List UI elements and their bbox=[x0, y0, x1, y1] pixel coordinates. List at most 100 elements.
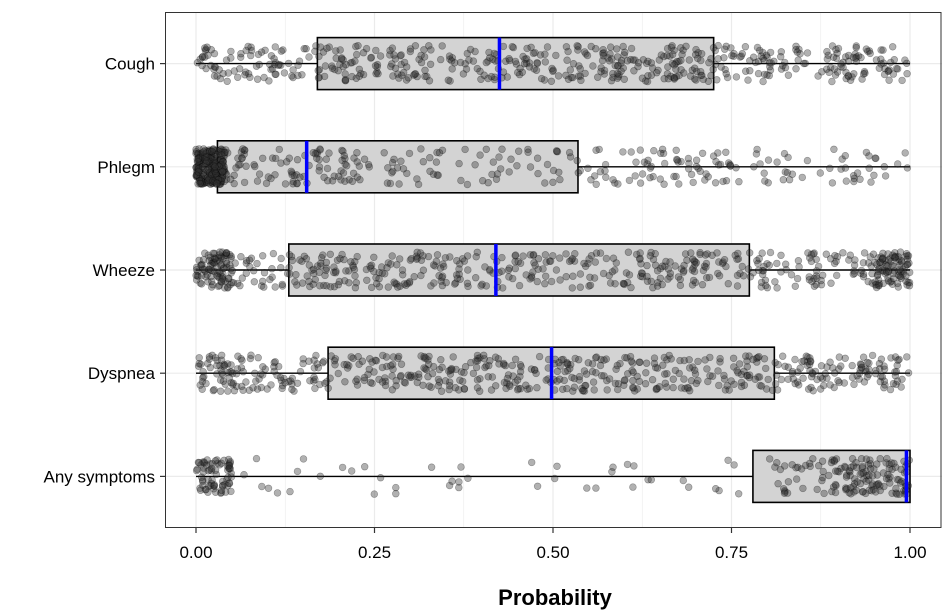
point-3-97 bbox=[871, 369, 880, 378]
point-1-519 bbox=[212, 169, 220, 178]
point-2-431 bbox=[627, 283, 635, 292]
point-1-401 bbox=[205, 175, 213, 183]
point-2-144 bbox=[734, 249, 742, 258]
point-2-224 bbox=[516, 259, 525, 267]
point-3-104 bbox=[476, 354, 484, 362]
point-0-486 bbox=[780, 58, 789, 67]
point-2-590 bbox=[206, 253, 215, 261]
point-3-414 bbox=[195, 354, 203, 362]
point-2-94 bbox=[207, 273, 215, 281]
point-0-318 bbox=[255, 60, 263, 69]
point-1-345 bbox=[277, 159, 285, 167]
point-0-380 bbox=[554, 72, 563, 80]
point-2-97 bbox=[649, 284, 657, 292]
point-3-290 bbox=[255, 375, 263, 383]
point-2-451 bbox=[810, 282, 819, 290]
point-3-236 bbox=[474, 354, 482, 363]
point-0-94 bbox=[688, 66, 696, 74]
point-1-387 bbox=[193, 171, 201, 179]
point-3-496 bbox=[768, 386, 777, 394]
point-3-202 bbox=[589, 378, 598, 386]
point-3-44 bbox=[254, 354, 262, 362]
point-2-110 bbox=[441, 254, 450, 262]
point-2-52 bbox=[879, 267, 888, 275]
point-0-144 bbox=[746, 57, 754, 65]
point-3-217 bbox=[216, 387, 225, 395]
point-2-531 bbox=[813, 274, 821, 282]
point-0-504 bbox=[754, 57, 763, 66]
point-3-417 bbox=[366, 355, 374, 363]
point-0-444 bbox=[246, 73, 254, 82]
point-3-249 bbox=[434, 375, 443, 384]
point-0-112 bbox=[704, 77, 713, 86]
point-4-164 bbox=[882, 459, 890, 467]
point-4-26 bbox=[857, 455, 866, 463]
point-1-416 bbox=[625, 176, 634, 185]
point-1-99 bbox=[240, 150, 248, 158]
point-0-188 bbox=[677, 56, 685, 65]
point-1-365 bbox=[213, 177, 222, 186]
point-2-83 bbox=[218, 248, 226, 256]
point-3-251 bbox=[203, 359, 212, 368]
point-2-196 bbox=[317, 259, 325, 267]
point-1-181 bbox=[658, 145, 667, 154]
point-3-145 bbox=[355, 360, 363, 368]
point-3-140 bbox=[818, 374, 827, 383]
point-1-105 bbox=[195, 167, 203, 175]
point-3-16 bbox=[400, 378, 408, 386]
point-0-50 bbox=[600, 66, 609, 75]
point-3-81 bbox=[808, 370, 817, 378]
point-3-322 bbox=[743, 371, 752, 380]
point-3-163 bbox=[394, 354, 402, 362]
point-0-400 bbox=[844, 51, 853, 60]
point-4-3 bbox=[859, 488, 867, 496]
point-1-367 bbox=[205, 179, 213, 187]
point-0-395 bbox=[800, 59, 808, 68]
point-2-155 bbox=[223, 260, 231, 268]
point-2-573 bbox=[208, 277, 216, 286]
point-1-68 bbox=[253, 177, 262, 185]
point-1-158 bbox=[196, 159, 204, 167]
point-2-533 bbox=[899, 270, 907, 278]
point-2-567 bbox=[580, 259, 588, 268]
point-0-151 bbox=[532, 66, 541, 75]
point-1-311 bbox=[677, 157, 685, 166]
point-2-226 bbox=[439, 260, 447, 268]
point-3-139 bbox=[360, 373, 369, 382]
point-1-380 bbox=[850, 177, 858, 186]
point-0-133 bbox=[533, 59, 542, 68]
point-0-138 bbox=[548, 64, 556, 73]
point-0-278 bbox=[737, 52, 745, 60]
point-2-351 bbox=[546, 257, 555, 265]
point-0-182 bbox=[390, 51, 398, 59]
point-2-480 bbox=[529, 251, 538, 259]
point-0-274 bbox=[395, 74, 403, 82]
point-0-389 bbox=[202, 45, 210, 54]
point-0-198 bbox=[834, 44, 843, 53]
point-0-427 bbox=[682, 42, 690, 50]
point-2-312 bbox=[505, 273, 513, 281]
point-2-583 bbox=[387, 260, 395, 268]
point-3-335 bbox=[299, 359, 307, 368]
point-3-42 bbox=[270, 358, 278, 367]
point-2-13 bbox=[846, 251, 854, 259]
point-3-61 bbox=[602, 355, 610, 363]
point-4-82 bbox=[206, 466, 214, 474]
point-4-62 bbox=[876, 486, 884, 495]
point-4-116 bbox=[223, 475, 231, 484]
point-4-95 bbox=[630, 462, 638, 470]
point-1-190 bbox=[195, 174, 204, 183]
point-1-395 bbox=[672, 155, 681, 164]
point-2-356 bbox=[547, 277, 556, 286]
point-2-268 bbox=[315, 268, 323, 277]
point-2-410 bbox=[220, 264, 228, 272]
point-2-455 bbox=[215, 267, 224, 276]
point-1-483 bbox=[201, 156, 210, 164]
point-2-344 bbox=[878, 255, 887, 263]
point-0-10 bbox=[271, 58, 280, 67]
point-2-564 bbox=[893, 279, 902, 288]
point-1-82 bbox=[215, 155, 224, 164]
point-2-463 bbox=[192, 271, 200, 280]
point-1-137 bbox=[455, 159, 463, 168]
point-3-451 bbox=[720, 371, 728, 380]
